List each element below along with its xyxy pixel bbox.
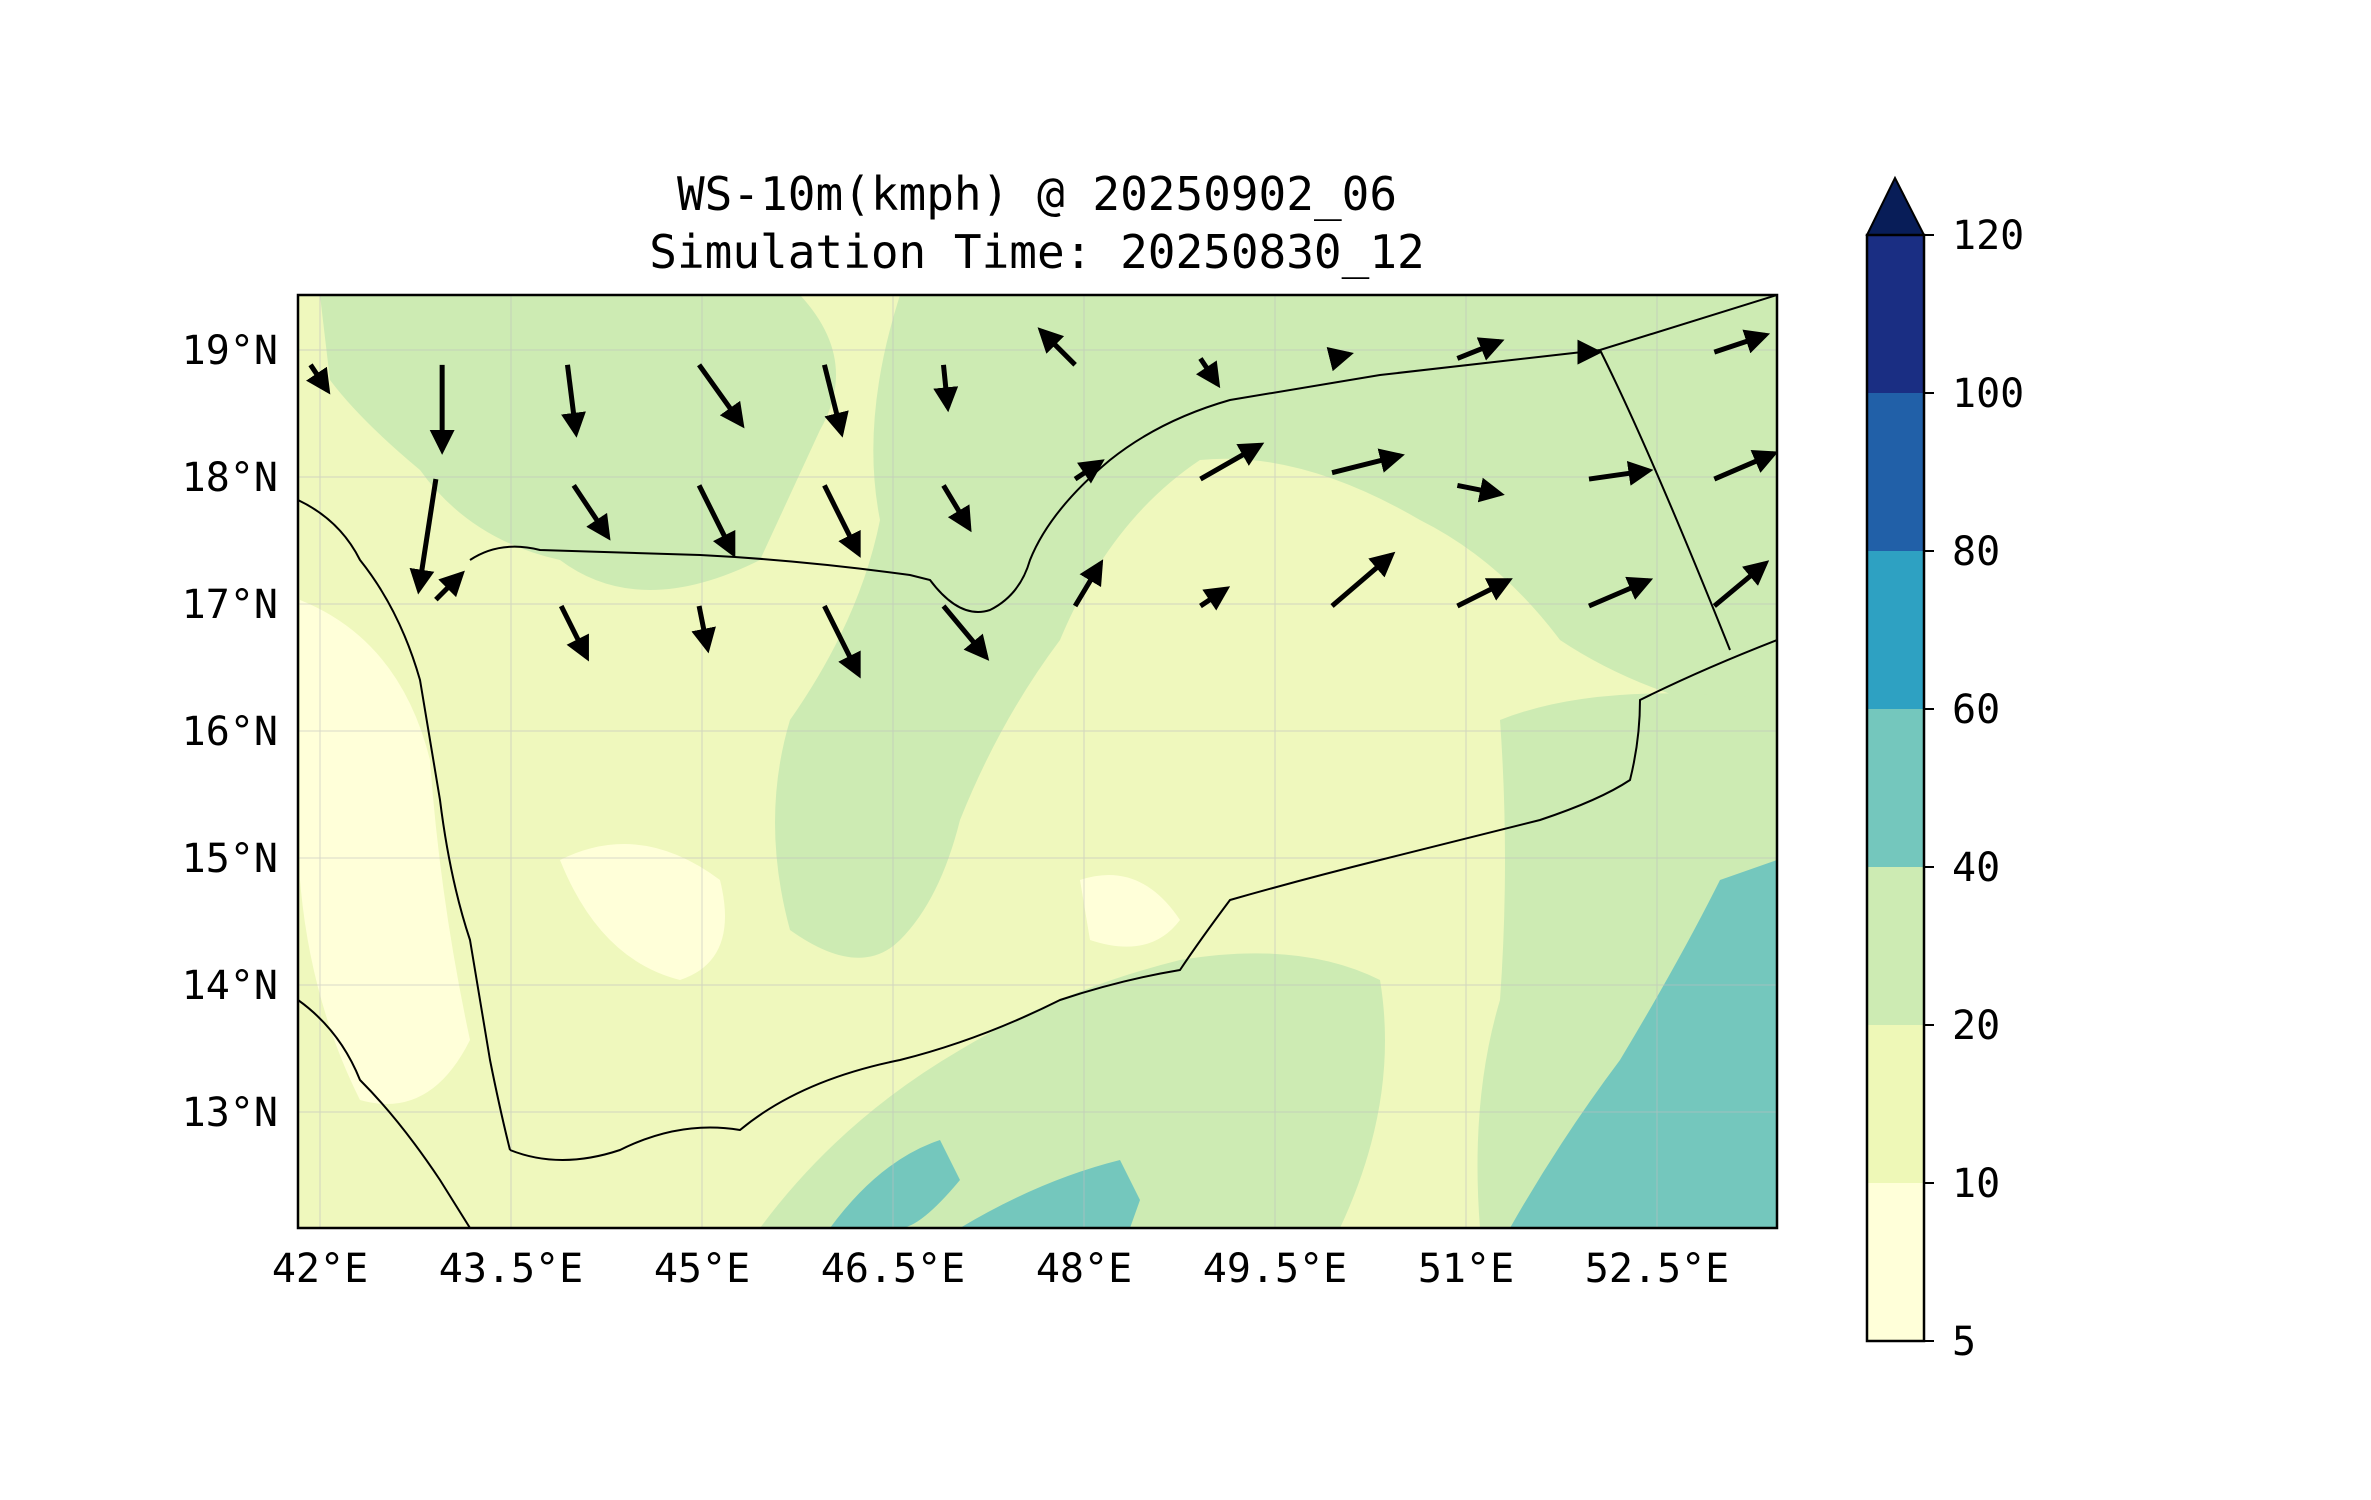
wind-vector-arrow	[1073, 459, 1105, 484]
wind-vector-arrow	[1713, 329, 1771, 355]
wind-vector-arrow	[941, 484, 972, 533]
wind-vector-arrow	[409, 478, 439, 595]
colorbar-band-10-20	[1867, 1025, 1924, 1183]
lon-tick-label: 43.5°E	[439, 1246, 584, 1292]
wind-vector-arrow	[561, 364, 586, 438]
map-title-line1: WS-10m(kmph) @ 20250902_06	[677, 167, 1397, 221]
oman-yemen-border	[1599, 349, 1731, 651]
wind-vector-arrow	[434, 570, 465, 602]
lon-tick-label: 49.5°E	[1203, 1246, 1348, 1292]
colorbar-band-100-120	[1867, 235, 1924, 393]
wind-vector-arrow	[697, 363, 745, 429]
wind-vector-arrow	[1330, 551, 1396, 608]
south-coastline	[509, 639, 1777, 1161]
lat-tick-label: 14°N	[182, 963, 278, 1009]
map-frame	[296, 293, 1779, 1230]
wind-vector-arrow	[1588, 461, 1654, 486]
wind-vector-arrow	[1456, 578, 1513, 609]
lon-tick-labels: 42°E 43.5°E 45°E 46.5°E 48°E 49.5°E 51°E…	[272, 1246, 1729, 1292]
wind-vector-arrow	[306, 363, 331, 395]
wind-vector-arrow	[1588, 576, 1654, 609]
colorbar-band-60-80	[1867, 551, 1924, 709]
wind-vector-arrow	[1326, 346, 1354, 372]
colorbar-band-80-100	[1867, 393, 1924, 551]
wind-vector-field	[306, 327, 2033, 679]
colorbar-label: 5	[1952, 1319, 1976, 1365]
contour-40-60-south	[830, 1140, 1140, 1228]
wind-vector-arrow	[821, 364, 849, 438]
colorbar-label: 100	[1952, 371, 2024, 417]
map-panel	[298, 295, 2033, 1228]
map-title-line2: Simulation Time: 20250830_12	[649, 225, 1424, 279]
wind-vector-arrow	[1072, 559, 1104, 608]
wind-speed-contours	[300, 295, 1777, 1228]
lat-tick-label: 15°N	[182, 836, 278, 882]
lon-tick-label: 45°E	[654, 1246, 750, 1292]
lat-tick-label: 17°N	[182, 582, 278, 628]
contour-40-60-east	[1510, 860, 1777, 1228]
contour-5-10-west	[300, 600, 470, 1104]
lat-tick-label: 19°N	[182, 328, 278, 374]
wind-vector-arrow	[941, 604, 990, 661]
colorbar-label: 40	[1952, 845, 2000, 891]
wind-vector-arrow	[1965, 466, 2033, 479]
lon-tick-label: 46.5°E	[821, 1246, 966, 1292]
wind-vector-arrow	[1456, 477, 1505, 503]
wind-vector-arrow	[696, 484, 736, 558]
colorbar-label: 120	[1952, 213, 2024, 259]
wind-vector-arrow	[822, 484, 861, 558]
wind-vector-arrow	[691, 605, 716, 654]
colorbar-label: 20	[1952, 1003, 2000, 1049]
horn-africa-coast	[298, 999, 471, 1228]
lat-tick-labels: 19°N 18°N 17°N 16°N 15°N 14°N 13°N	[182, 328, 278, 1136]
lon-tick-label: 51°E	[1418, 1246, 1514, 1292]
map-gridlines	[298, 295, 1777, 1228]
contour-5-10-mid	[560, 844, 1180, 980]
colorbar-label: 10	[1952, 1161, 2000, 1207]
wind-vector-arrow	[558, 604, 589, 662]
contour-20-40-central	[775, 295, 1777, 958]
lat-tick-label: 18°N	[182, 455, 278, 501]
coastline-borders	[298, 295, 1777, 1228]
saudi-yemen-border	[469, 295, 1777, 613]
lon-tick-label: 52.5°E	[1585, 1246, 1730, 1292]
colorbar-band-5-10	[1867, 1183, 1924, 1341]
colorbar-label: 60	[1952, 687, 2000, 733]
wind-vector-arrow	[1331, 448, 1405, 476]
wind-vector-arrow	[1456, 337, 1505, 361]
wind-vector-arrow	[933, 364, 959, 413]
wind-vector-arrow	[1199, 586, 1231, 611]
colorbar-extend-triangle	[1865, 175, 1926, 236]
wind-vector-arrow	[1712, 560, 1770, 608]
colorbar-band-40-60	[1867, 709, 1924, 867]
lat-tick-label: 16°N	[182, 709, 278, 755]
wind-vector-arrow	[1199, 442, 1265, 482]
wind-vector-arrow	[571, 484, 611, 541]
contour-20-40-north-west	[320, 295, 836, 590]
colorbar-label: 80	[1952, 529, 2000, 575]
red-sea-coastline	[298, 499, 511, 1151]
colorbar: 120 100 80 60 40 20 10 5	[1865, 175, 2024, 1365]
lon-tick-label: 42°E	[272, 1246, 368, 1292]
lat-tick-label: 13°N	[182, 1090, 278, 1136]
colorbar-band-20-40	[1867, 867, 1924, 1025]
lon-tick-label: 48°E	[1036, 1246, 1132, 1292]
wind-vector-arrow	[822, 604, 861, 679]
wind-vector-arrow	[1037, 327, 1077, 367]
wind-vector-arrow	[1713, 449, 1777, 482]
wind-vector-arrow	[1195, 357, 1221, 389]
colorbar-frame	[1865, 233, 1926, 1343]
